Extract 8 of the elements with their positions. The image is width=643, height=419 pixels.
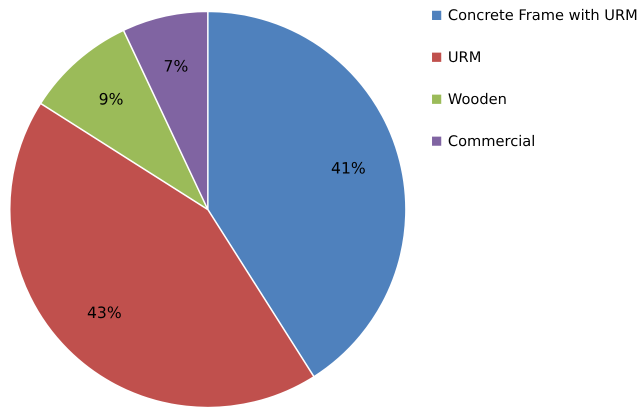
legend-label: Commercial [448, 133, 536, 150]
legend-label: URM [448, 49, 482, 66]
data-label: 43% [86, 304, 122, 322]
data-label: 41% [331, 160, 366, 178]
data-label: 7% [164, 58, 188, 76]
legend-label: Wooden [448, 91, 507, 108]
data-label: 9% [98, 90, 124, 109]
legend-label: Concrete Frame with URM [448, 7, 638, 24]
